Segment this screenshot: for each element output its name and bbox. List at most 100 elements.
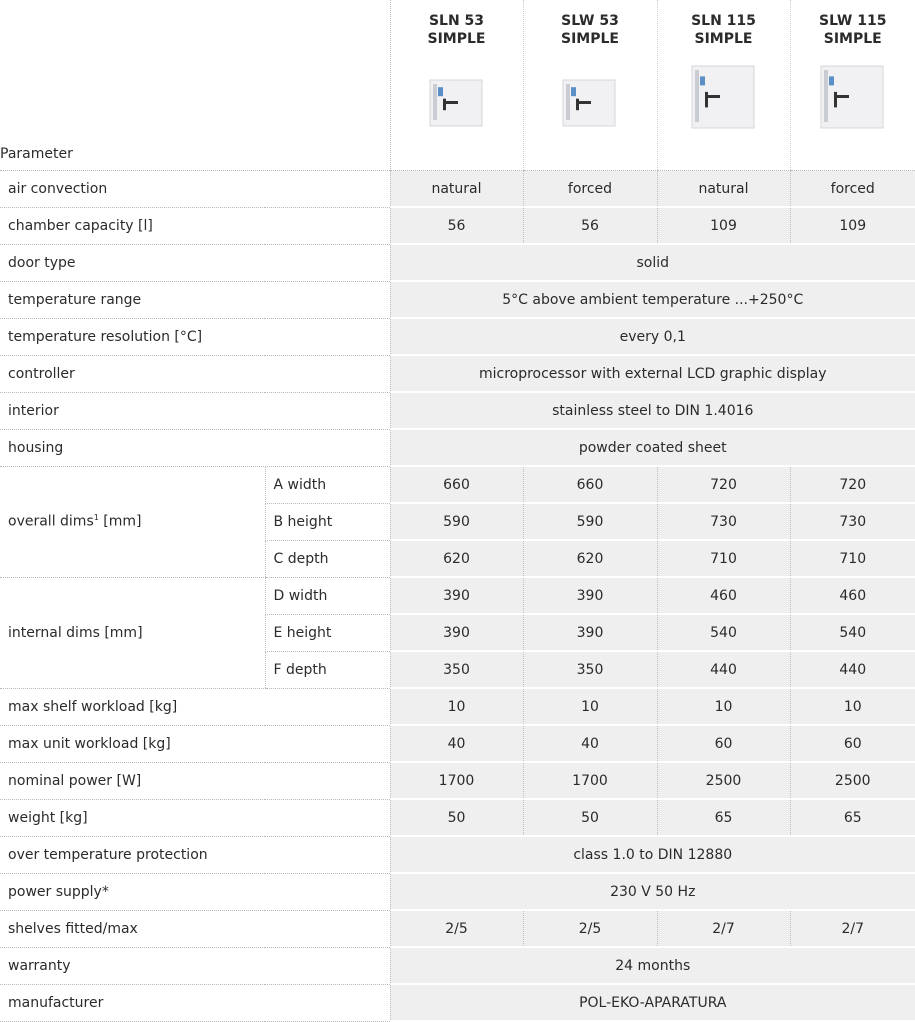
value-cell: 590	[523, 503, 657, 540]
row-label: housing	[0, 429, 390, 466]
value-cell: 350	[390, 651, 523, 688]
value-cell: 390	[523, 577, 657, 614]
value-cell: 2/7	[790, 910, 915, 947]
value-cell: class 1.0 to DIN 12880	[390, 836, 915, 873]
value-cell: 2500	[657, 762, 790, 799]
row-label: warranty	[0, 947, 390, 984]
value-cell: natural	[657, 171, 790, 208]
label-text: internal dims [mm]	[8, 625, 143, 641]
value-cell: 620	[390, 540, 523, 577]
value-cell: every 0,1	[390, 318, 915, 355]
parameter-label: Parameter	[0, 146, 390, 171]
sub-label: A width	[265, 466, 390, 503]
value-cell: forced	[790, 171, 915, 208]
value-cell: 350	[523, 651, 657, 688]
row-label: temperature resolution [°C]	[0, 318, 390, 355]
value-cell: 440	[657, 651, 790, 688]
row-label: max unit workload [kg]	[0, 725, 390, 762]
product-model: SLW 53	[561, 13, 619, 29]
value-cell: 390	[523, 614, 657, 651]
row-label: weight [kg]	[0, 799, 390, 836]
row-label: door type	[0, 244, 390, 281]
unit: [mm]	[103, 514, 141, 530]
value-cell: 5°C above ambient temperature ...+250°C	[390, 281, 915, 318]
sub-label: D width	[265, 577, 390, 614]
row-label: power supply*	[0, 873, 390, 910]
value-cell: 620	[523, 540, 657, 577]
value-cell: 10	[790, 688, 915, 725]
value-cell: 24 months	[390, 947, 915, 984]
value-cell: 230 V 50 Hz	[390, 873, 915, 910]
value-cell: 109	[790, 207, 915, 244]
value-cell: 10	[523, 688, 657, 725]
value-cell: natural	[390, 171, 523, 208]
value-cell: POL-EKO-APARATURA	[390, 984, 915, 1021]
product-variant: SIMPLE	[824, 31, 882, 47]
sub-label: C depth	[265, 540, 390, 577]
product-model: SLN 115	[691, 13, 756, 29]
value-cell: 1700	[523, 762, 657, 799]
value-cell: 460	[790, 577, 915, 614]
value-cell: stainless steel to DIN 1.4016	[390, 392, 915, 429]
value-cell: 65	[790, 799, 915, 836]
row-label: interior	[0, 392, 390, 429]
value-cell: 109	[657, 207, 790, 244]
sub-label: F depth	[265, 651, 390, 688]
row-label: manufacturer	[0, 984, 390, 1021]
product-image	[688, 64, 760, 132]
row-label: temperature range	[0, 281, 390, 318]
product-header: SLN 115 SIMPLE	[657, 0, 790, 171]
value-cell: 10	[390, 688, 523, 725]
value-cell: 390	[390, 577, 523, 614]
value-cell: 2/7	[657, 910, 790, 947]
sub-label: B height	[265, 503, 390, 540]
product-variant: SIMPLE	[561, 31, 619, 47]
value-cell: powder coated sheet	[390, 429, 915, 466]
row-label: over temperature protection	[0, 836, 390, 873]
row-label: max shelf workload [kg]	[0, 688, 390, 725]
value-cell: 50	[390, 799, 523, 836]
value-cell: 10	[657, 688, 790, 725]
spec-row: temperature resolution [°C]every 0,1	[0, 318, 915, 355]
sub-label: E height	[265, 614, 390, 651]
product-variant: SIMPLE	[695, 31, 753, 47]
parameter-header: Parameter	[0, 0, 390, 171]
value-cell: 540	[790, 614, 915, 651]
value-cell: 460	[657, 577, 790, 614]
value-cell: 730	[790, 503, 915, 540]
row-label: chamber capacity [l]	[0, 207, 390, 244]
value-cell: 710	[657, 540, 790, 577]
product-model: SLN 53	[429, 13, 484, 29]
label-text: overall dims	[8, 514, 94, 530]
value-cell: 40	[390, 725, 523, 762]
row-label: nominal power [W]	[0, 762, 390, 799]
value-cell: 40	[523, 725, 657, 762]
value-cell: solid	[390, 244, 915, 281]
product-image	[559, 78, 621, 130]
product-header: SLW 53 SIMPLE	[523, 0, 657, 171]
row-label: overall dims1 [mm]	[0, 466, 265, 577]
value-cell: 390	[390, 614, 523, 651]
value-cell: 56	[523, 207, 657, 244]
product-image	[817, 64, 889, 132]
product-image	[426, 78, 488, 130]
